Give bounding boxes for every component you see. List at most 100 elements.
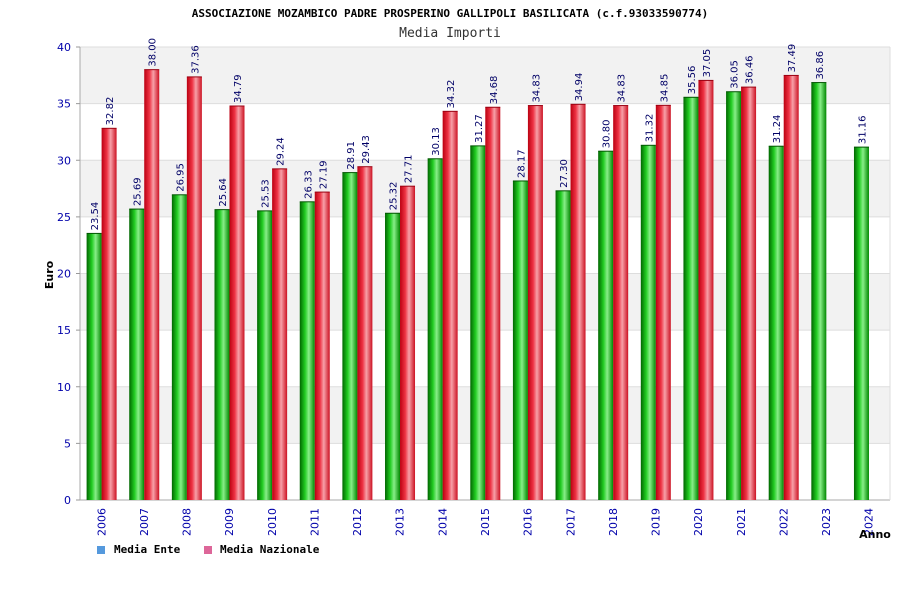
- y-tick-label: 0: [64, 494, 71, 507]
- bar-media-ente: [257, 210, 273, 501]
- x-tick-label: 2021: [735, 508, 748, 536]
- bar-media-ente: [470, 145, 486, 500]
- data-label: 31.24: [772, 115, 783, 144]
- bar-media-ente: [683, 97, 699, 501]
- y-tick-label: 5: [64, 437, 71, 450]
- bar-media-ente: [86, 233, 102, 501]
- bar-media-ente: [299, 201, 315, 500]
- bar-media-ente: [129, 209, 145, 501]
- x-tick-label: 2019: [650, 508, 663, 536]
- bar-media-nazionale: [357, 166, 373, 500]
- legend-swatch-media-nazionale: [204, 546, 212, 554]
- bar-media-nazionale: [613, 105, 629, 501]
- y-tick-label: 20: [57, 268, 71, 281]
- bar-media-ente: [342, 172, 358, 501]
- data-label: 23.54: [90, 202, 101, 231]
- y-tick-label: 40: [57, 41, 71, 54]
- data-label: 36.05: [730, 60, 741, 89]
- x-tick-label: 2009: [223, 508, 236, 536]
- data-label: 30.13: [431, 127, 442, 156]
- x-tick-label: 2010: [266, 508, 279, 536]
- x-tick-label: 2006: [95, 508, 108, 536]
- bar-media-nazionale: [570, 104, 586, 500]
- data-label: 26.95: [175, 163, 186, 192]
- y-tick-label: 10: [57, 381, 71, 394]
- data-label: 25.53: [261, 179, 272, 208]
- x-tick-label: 2017: [564, 508, 577, 536]
- x-tick-label: 2013: [394, 508, 407, 536]
- data-label: 38.00: [148, 38, 159, 67]
- chart-title: ASSOCIAZIONE MOZAMBICO PADRE PROSPERINO …: [192, 7, 709, 20]
- legend-label-media-ente: Media Ente: [114, 543, 181, 556]
- bar-media-nazionale: [698, 80, 714, 500]
- data-label: 25.69: [133, 177, 144, 206]
- x-axis-ticks: 2006 2007 2008 2009 2010 2011 2012 2013 2014 2015…: [95, 508, 875, 536]
- bar-media-nazionale: [229, 106, 245, 501]
- x-tick-label: 2007: [138, 508, 151, 536]
- chart-subtitle: Media Importi: [399, 26, 501, 41]
- y-tick-label: 30: [57, 154, 71, 167]
- y-tick-label: 35: [57, 98, 71, 111]
- data-label: 37.36: [190, 45, 201, 74]
- bar-media-ente: [726, 91, 742, 500]
- y-axis-label: Euro: [43, 260, 56, 289]
- bar-media-ente: [811, 82, 827, 501]
- legend-swatch-media-ente: [97, 546, 105, 554]
- data-label: 31.27: [474, 114, 485, 143]
- bar-media-ente: [427, 158, 443, 500]
- x-tick-label: 2018: [607, 508, 620, 536]
- data-label: 37.05: [702, 49, 713, 78]
- bar-media-nazionale: [101, 128, 117, 500]
- data-label: 36.46: [745, 55, 756, 84]
- data-labels: 23.54 32.82 25.69 38.00 26.95 37.36 25.64 34.79…: [90, 38, 868, 230]
- data-label: 28.91: [346, 141, 357, 170]
- bar-media-ente: [171, 194, 187, 500]
- legend: Media Ente Media Nazionale: [97, 543, 320, 556]
- data-label: 34.79: [233, 74, 244, 103]
- x-tick-label: 2024: [863, 508, 876, 536]
- y-tick-label: 15: [57, 324, 71, 337]
- x-tick-label: 2012: [351, 508, 364, 536]
- bar-media-ente: [555, 190, 571, 500]
- data-label: 34.68: [489, 76, 500, 105]
- data-label: 31.32: [644, 114, 655, 143]
- bar-media-nazionale: [272, 168, 288, 500]
- data-label: 32.82: [105, 97, 116, 126]
- data-label: 35.56: [687, 66, 698, 95]
- x-tick-label: 2020: [692, 508, 705, 536]
- data-label: 34.94: [574, 73, 585, 102]
- data-label: 29.43: [361, 135, 372, 164]
- data-label: 31.16: [857, 115, 868, 144]
- bar-media-ente: [512, 180, 528, 501]
- data-label: 29.24: [276, 137, 287, 166]
- data-label: 28.17: [516, 149, 527, 178]
- data-label: 34.83: [531, 74, 542, 103]
- data-label: 25.64: [218, 178, 229, 207]
- bar-media-nazionale: [783, 75, 799, 500]
- data-label: 37.49: [787, 44, 798, 73]
- bar-media-nazionale: [400, 186, 416, 500]
- data-label: 25.32: [389, 182, 400, 211]
- data-label: 34.85: [659, 74, 670, 103]
- bar-media-ente: [768, 146, 784, 500]
- bars: [86, 69, 869, 501]
- data-label: 34.32: [446, 80, 457, 109]
- data-label: 30.80: [602, 120, 613, 149]
- data-label: 36.86: [815, 51, 826, 80]
- bar-media-nazionale: [186, 76, 202, 500]
- bar-media-nazionale: [485, 107, 501, 501]
- bar-media-nazionale: [314, 192, 330, 501]
- x-axis-label: Anno: [859, 528, 891, 541]
- data-label: 27.30: [559, 159, 570, 188]
- bar-media-ente: [598, 151, 614, 500]
- x-tick-label: 2023: [820, 508, 833, 536]
- data-label: 26.33: [303, 170, 314, 199]
- x-tick-label: 2022: [777, 508, 790, 536]
- bar-media-nazionale: [527, 105, 543, 501]
- data-label: 27.19: [318, 160, 329, 189]
- x-tick-label: 2014: [436, 508, 449, 536]
- bar-media-ente: [385, 213, 401, 500]
- x-tick-label: 2015: [479, 508, 492, 536]
- y-tick-label: 25: [57, 211, 71, 224]
